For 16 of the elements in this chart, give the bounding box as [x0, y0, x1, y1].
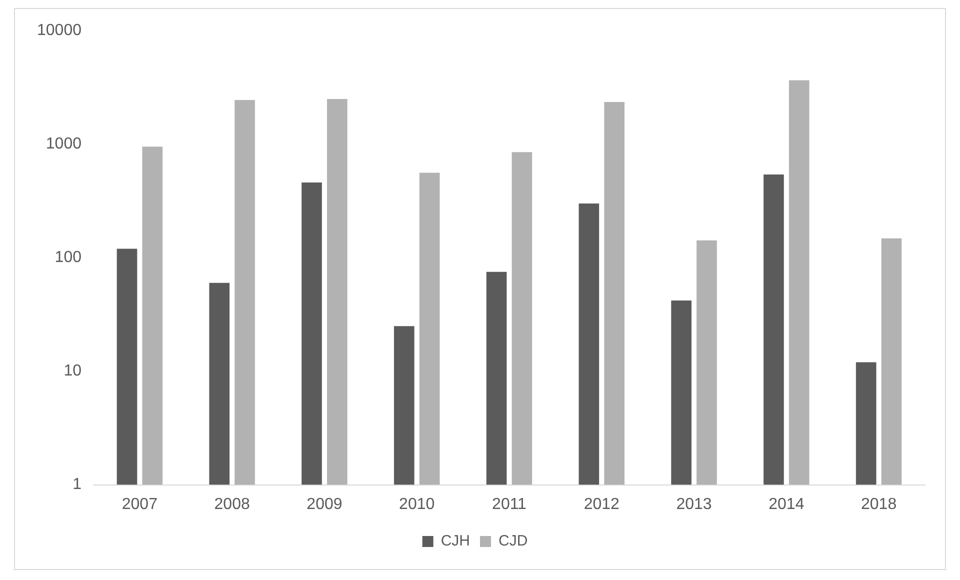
y-tick-label: 10000	[36, 22, 82, 40]
x-tick-label: 2007	[122, 496, 158, 513]
x-tick-label: 2011	[492, 496, 527, 513]
y-tick-label: 10	[64, 362, 82, 380]
x-tick-label: 2014	[768, 496, 804, 513]
y-tick-label: 1000	[46, 136, 82, 153]
x-tick-label: 2013	[676, 496, 712, 513]
x-tick-label: 2018	[861, 496, 897, 513]
x-tick-label: 2008	[214, 496, 250, 513]
x-tick-label: 2009	[306, 496, 342, 513]
x-tick-label: 2010	[399, 496, 435, 513]
y-tick-label: 1	[72, 476, 82, 494]
legend-label: CJH	[440, 532, 470, 550]
y-tick-label: 100	[54, 249, 82, 266]
x-tick-label: 2012	[584, 496, 620, 513]
legend-label: CJD	[498, 532, 528, 550]
